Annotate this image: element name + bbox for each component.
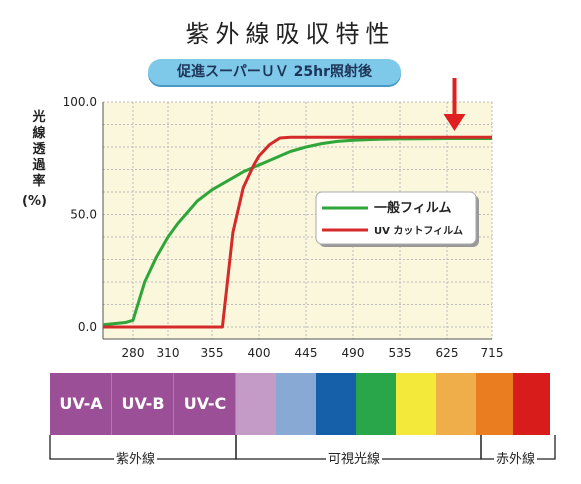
uv-band — [112, 373, 174, 435]
infrared-color-band — [476, 373, 513, 435]
y-axis-label-char: 透 — [32, 142, 46, 157]
visible-color-band — [316, 373, 356, 435]
y-tick-label: 0.0 — [78, 320, 97, 334]
visible-range-label: 可視光線 — [326, 448, 383, 467]
series-line-general — [102, 137, 492, 327]
y-axis-label: 光 線 透 過 率 — [30, 110, 48, 190]
visible-color-band — [236, 373, 276, 435]
uv-range-label: 紫外線 — [114, 448, 158, 467]
y-tick-label: 50.0 — [70, 208, 97, 222]
x-tick-label: 400 — [248, 346, 271, 360]
arrow-head — [443, 114, 466, 131]
chart-title: 紫外線吸収特性 — [185, 20, 396, 48]
y-axis-label-char: 率 — [32, 174, 46, 189]
x-tick-label: 310 — [157, 346, 180, 360]
uv-band — [50, 373, 112, 435]
series-line-uvcut — [103, 135, 492, 329]
y-axis-label-char: 過 — [32, 158, 46, 173]
ir-range-label: 赤外線 — [494, 448, 538, 467]
uv-band-label: UV-A — [59, 394, 103, 413]
x-tick-label: 490 — [342, 346, 365, 360]
visible-color-band — [396, 373, 436, 435]
legend-label: 一般フィルム — [374, 200, 451, 216]
x-tick-label: 280 — [122, 346, 145, 360]
y-tick-label: 100.0 — [63, 95, 97, 109]
transmittance-chart: 0.0 50.0 100.0 280 310 355 400 445 490 535 625 715 一… — [63, 78, 504, 360]
y-axis-unit: (%) — [22, 194, 47, 209]
y-axis-label-char: 線 — [32, 126, 46, 141]
spectrum-bar: UV-A UV-B UV-C — [50, 373, 555, 435]
visible-color-band — [436, 373, 476, 435]
x-tick-label: 535 — [389, 346, 412, 360]
uv-band-label: UV-B — [121, 394, 165, 413]
chart-subtitle-badge: 促進スーパーＵＶ 25hr照射後 — [148, 59, 401, 85]
uv-band — [174, 373, 236, 435]
uv-band-label: UV-C — [183, 394, 227, 413]
y-axis-label-char: 光 — [32, 110, 46, 125]
infrared-color-band — [513, 373, 550, 435]
legend-label: UV カットフィルム — [374, 225, 463, 237]
x-tick-label: 715 — [481, 346, 504, 360]
x-tick-label: 355 — [201, 346, 224, 360]
x-tick-label: 445 — [295, 346, 318, 360]
visible-color-band — [276, 373, 316, 435]
x-tick-label: 625 — [436, 346, 459, 360]
visible-color-band — [356, 373, 396, 435]
